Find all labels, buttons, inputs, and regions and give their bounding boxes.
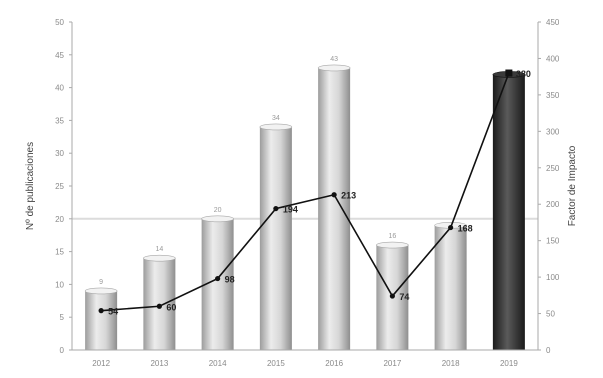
line-value-label: 380 xyxy=(516,69,531,79)
y-tick-label: 35 xyxy=(55,116,64,125)
bar-top xyxy=(143,254,176,262)
line-point xyxy=(98,308,104,314)
y-tick-label: 10 xyxy=(55,280,64,289)
y2-tick-label: 400 xyxy=(546,54,560,63)
y2-tick-label: 300 xyxy=(546,127,560,136)
bar xyxy=(259,126,292,351)
y-tick-label: 0 xyxy=(60,346,65,355)
line-value-label: 54 xyxy=(108,307,118,317)
bar-value-label: 20 xyxy=(214,207,222,214)
y2-tick-label: 100 xyxy=(546,273,560,282)
y2-tick-label: 0 xyxy=(546,346,551,355)
x-tick-label: 2012 xyxy=(92,359,110,368)
y2-tick-label: 250 xyxy=(546,164,560,173)
axes-layer: 0 5 10 15 20 25 30 35 40 45 50 0 50 100 150 200 250 300 35… xyxy=(55,18,560,368)
impact-factor-line xyxy=(101,72,510,312)
y-axis-title: Nº de publicaciones xyxy=(25,142,36,230)
line-value-label: 213 xyxy=(341,191,356,201)
line-value-label: 74 xyxy=(399,292,409,302)
y-tick-label: 30 xyxy=(55,149,64,158)
y2-tick-label: 150 xyxy=(546,237,560,246)
y2-tick-label: 50 xyxy=(546,310,555,319)
line-point xyxy=(331,192,337,198)
bar-top xyxy=(84,287,118,295)
bar-top xyxy=(317,64,351,72)
x-tick-label: 2014 xyxy=(209,359,227,368)
line-point xyxy=(273,205,279,212)
bar xyxy=(434,225,467,350)
y-tick-label: 25 xyxy=(55,182,64,191)
bar xyxy=(85,290,118,350)
line-value-label: 60 xyxy=(166,302,176,312)
line-point xyxy=(505,69,513,77)
y2-axis-title: Factor de Impacto xyxy=(567,145,578,226)
line-value-label: 194 xyxy=(283,205,298,215)
bar-top xyxy=(376,241,409,249)
line-layer xyxy=(98,69,513,314)
line-value-label: 168 xyxy=(458,224,473,234)
y2-tick-label: 200 xyxy=(546,200,560,209)
bar xyxy=(318,67,351,351)
x-tick-label: 2015 xyxy=(267,359,285,368)
bar xyxy=(492,74,525,350)
y-tick-label: 5 xyxy=(60,313,65,322)
bar-value-label: 16 xyxy=(388,233,396,240)
bar-value-label: 34 xyxy=(272,115,280,122)
bar-value-label: 43 xyxy=(330,56,338,63)
bar-value-label: 9 xyxy=(99,279,103,286)
y-tick-label: 50 xyxy=(55,18,64,27)
x-tick-label: 2013 xyxy=(150,359,168,368)
x-tick-label: 2017 xyxy=(383,359,401,368)
line-point xyxy=(389,293,395,299)
y-tick-label: 20 xyxy=(55,215,64,224)
line-point xyxy=(156,303,162,309)
y2-tick-label: 350 xyxy=(546,91,560,100)
line-value-label: 98 xyxy=(225,275,235,285)
bar-value-label: 14 xyxy=(155,246,163,253)
y-tick-label: 45 xyxy=(55,51,64,60)
bar-top xyxy=(201,215,234,223)
x-tick-label: 2019 xyxy=(500,359,518,368)
y-tick-label: 40 xyxy=(55,84,64,93)
line-point xyxy=(215,275,221,282)
labels-layer: 9 14 20 34 43 16 54 60 98 194 213 74 168 380 xyxy=(99,56,531,317)
x-tick-label: 2018 xyxy=(442,359,460,368)
line-point xyxy=(448,224,454,231)
bar-top xyxy=(259,123,293,131)
y2-tick-label: 450 xyxy=(546,18,560,27)
x-tick-label: 2016 xyxy=(325,359,343,368)
y-tick-label: 15 xyxy=(55,248,64,257)
